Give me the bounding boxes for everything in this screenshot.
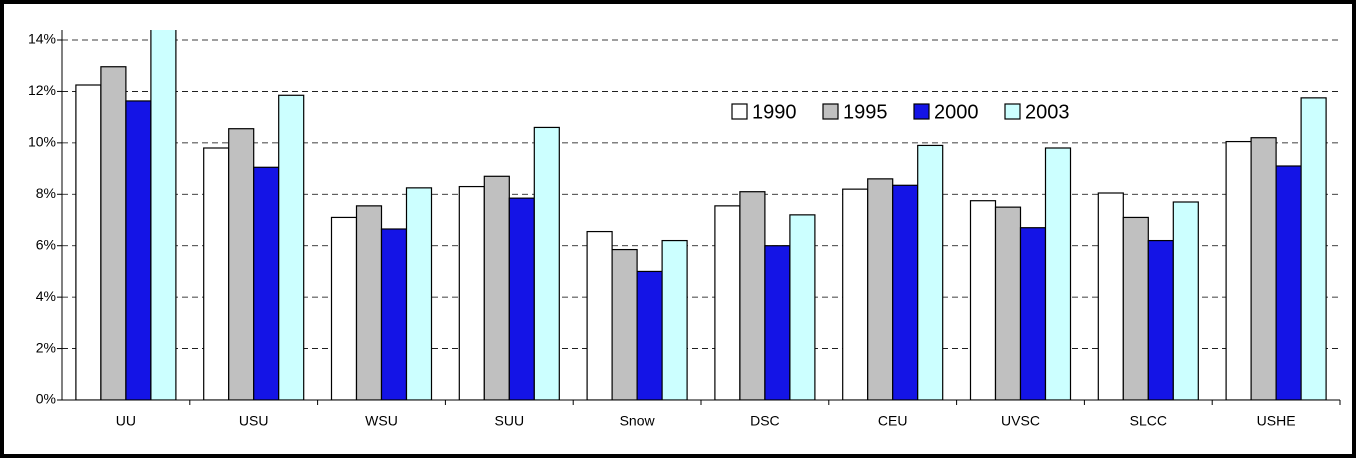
bar bbox=[867, 178, 894, 400]
bar bbox=[483, 175, 510, 400]
bar bbox=[508, 197, 535, 400]
y-tick-label: 4% bbox=[36, 288, 56, 304]
legend: 1990 1995 2000 2003 bbox=[728, 93, 1096, 131]
bar bbox=[1147, 239, 1174, 400]
legend-swatch bbox=[1004, 103, 1021, 120]
y-tick-label: 6% bbox=[36, 236, 56, 252]
x-tick-label: DSC bbox=[750, 413, 780, 429]
bar bbox=[75, 84, 102, 400]
y-tick-label: 0% bbox=[36, 391, 56, 407]
bar bbox=[714, 205, 741, 400]
x-tick-label: USU bbox=[239, 413, 269, 429]
x-tick-label: SLCC bbox=[1130, 413, 1167, 429]
bar bbox=[994, 206, 1022, 400]
bar bbox=[150, 30, 177, 400]
x-tick-label: Snow bbox=[620, 413, 656, 429]
bar bbox=[739, 191, 766, 400]
bar bbox=[355, 205, 383, 400]
bar bbox=[1019, 227, 1047, 400]
bar bbox=[533, 126, 560, 400]
bar bbox=[636, 270, 663, 400]
bar bbox=[842, 188, 869, 400]
x-tick-label: SUU bbox=[495, 413, 525, 429]
y-tick-label: 8% bbox=[36, 185, 56, 201]
y-tick-label: 10% bbox=[28, 134, 56, 150]
bar bbox=[100, 66, 127, 400]
legend-box bbox=[728, 93, 1096, 131]
x-tick-label: WSU bbox=[365, 413, 398, 429]
x-tick-label: USHE bbox=[1257, 413, 1296, 429]
bar bbox=[228, 128, 255, 400]
legend-label: 1995 bbox=[843, 101, 888, 123]
x-tick-label: UVSC bbox=[1001, 413, 1040, 429]
legend-swatch bbox=[822, 103, 839, 120]
bars bbox=[75, 30, 1327, 400]
bar bbox=[1122, 216, 1149, 400]
legend-label: 2003 bbox=[1025, 101, 1070, 123]
bar bbox=[253, 166, 280, 400]
x-tick-label: UU bbox=[116, 413, 136, 429]
y-tick-label: 14% bbox=[28, 31, 56, 47]
bar bbox=[1300, 97, 1327, 400]
bar bbox=[1275, 165, 1302, 400]
bar bbox=[1250, 137, 1277, 400]
bar bbox=[1172, 201, 1199, 400]
y-tick-label: 2% bbox=[36, 339, 56, 355]
x-tick-label: CEU bbox=[878, 413, 908, 429]
legend-label: 2000 bbox=[934, 101, 979, 123]
bar bbox=[969, 200, 997, 400]
legend-label: 1990 bbox=[752, 101, 797, 123]
bar bbox=[278, 94, 305, 400]
bar bbox=[917, 144, 944, 400]
y-tick-label: 12% bbox=[28, 82, 56, 98]
bar bbox=[458, 185, 485, 400]
bar bbox=[1044, 147, 1072, 400]
bar bbox=[330, 216, 358, 400]
bar bbox=[1225, 140, 1252, 400]
legend-swatch bbox=[731, 103, 748, 120]
bar bbox=[661, 239, 688, 400]
bar bbox=[1097, 192, 1124, 400]
bar bbox=[405, 187, 433, 400]
bar bbox=[789, 214, 816, 400]
bar bbox=[586, 230, 613, 400]
bar bbox=[611, 248, 638, 400]
bar bbox=[764, 245, 791, 400]
bar bbox=[203, 147, 230, 400]
bar bbox=[892, 184, 919, 400]
bar bbox=[380, 228, 408, 400]
bar bbox=[125, 100, 152, 400]
legend-swatch bbox=[913, 103, 930, 120]
